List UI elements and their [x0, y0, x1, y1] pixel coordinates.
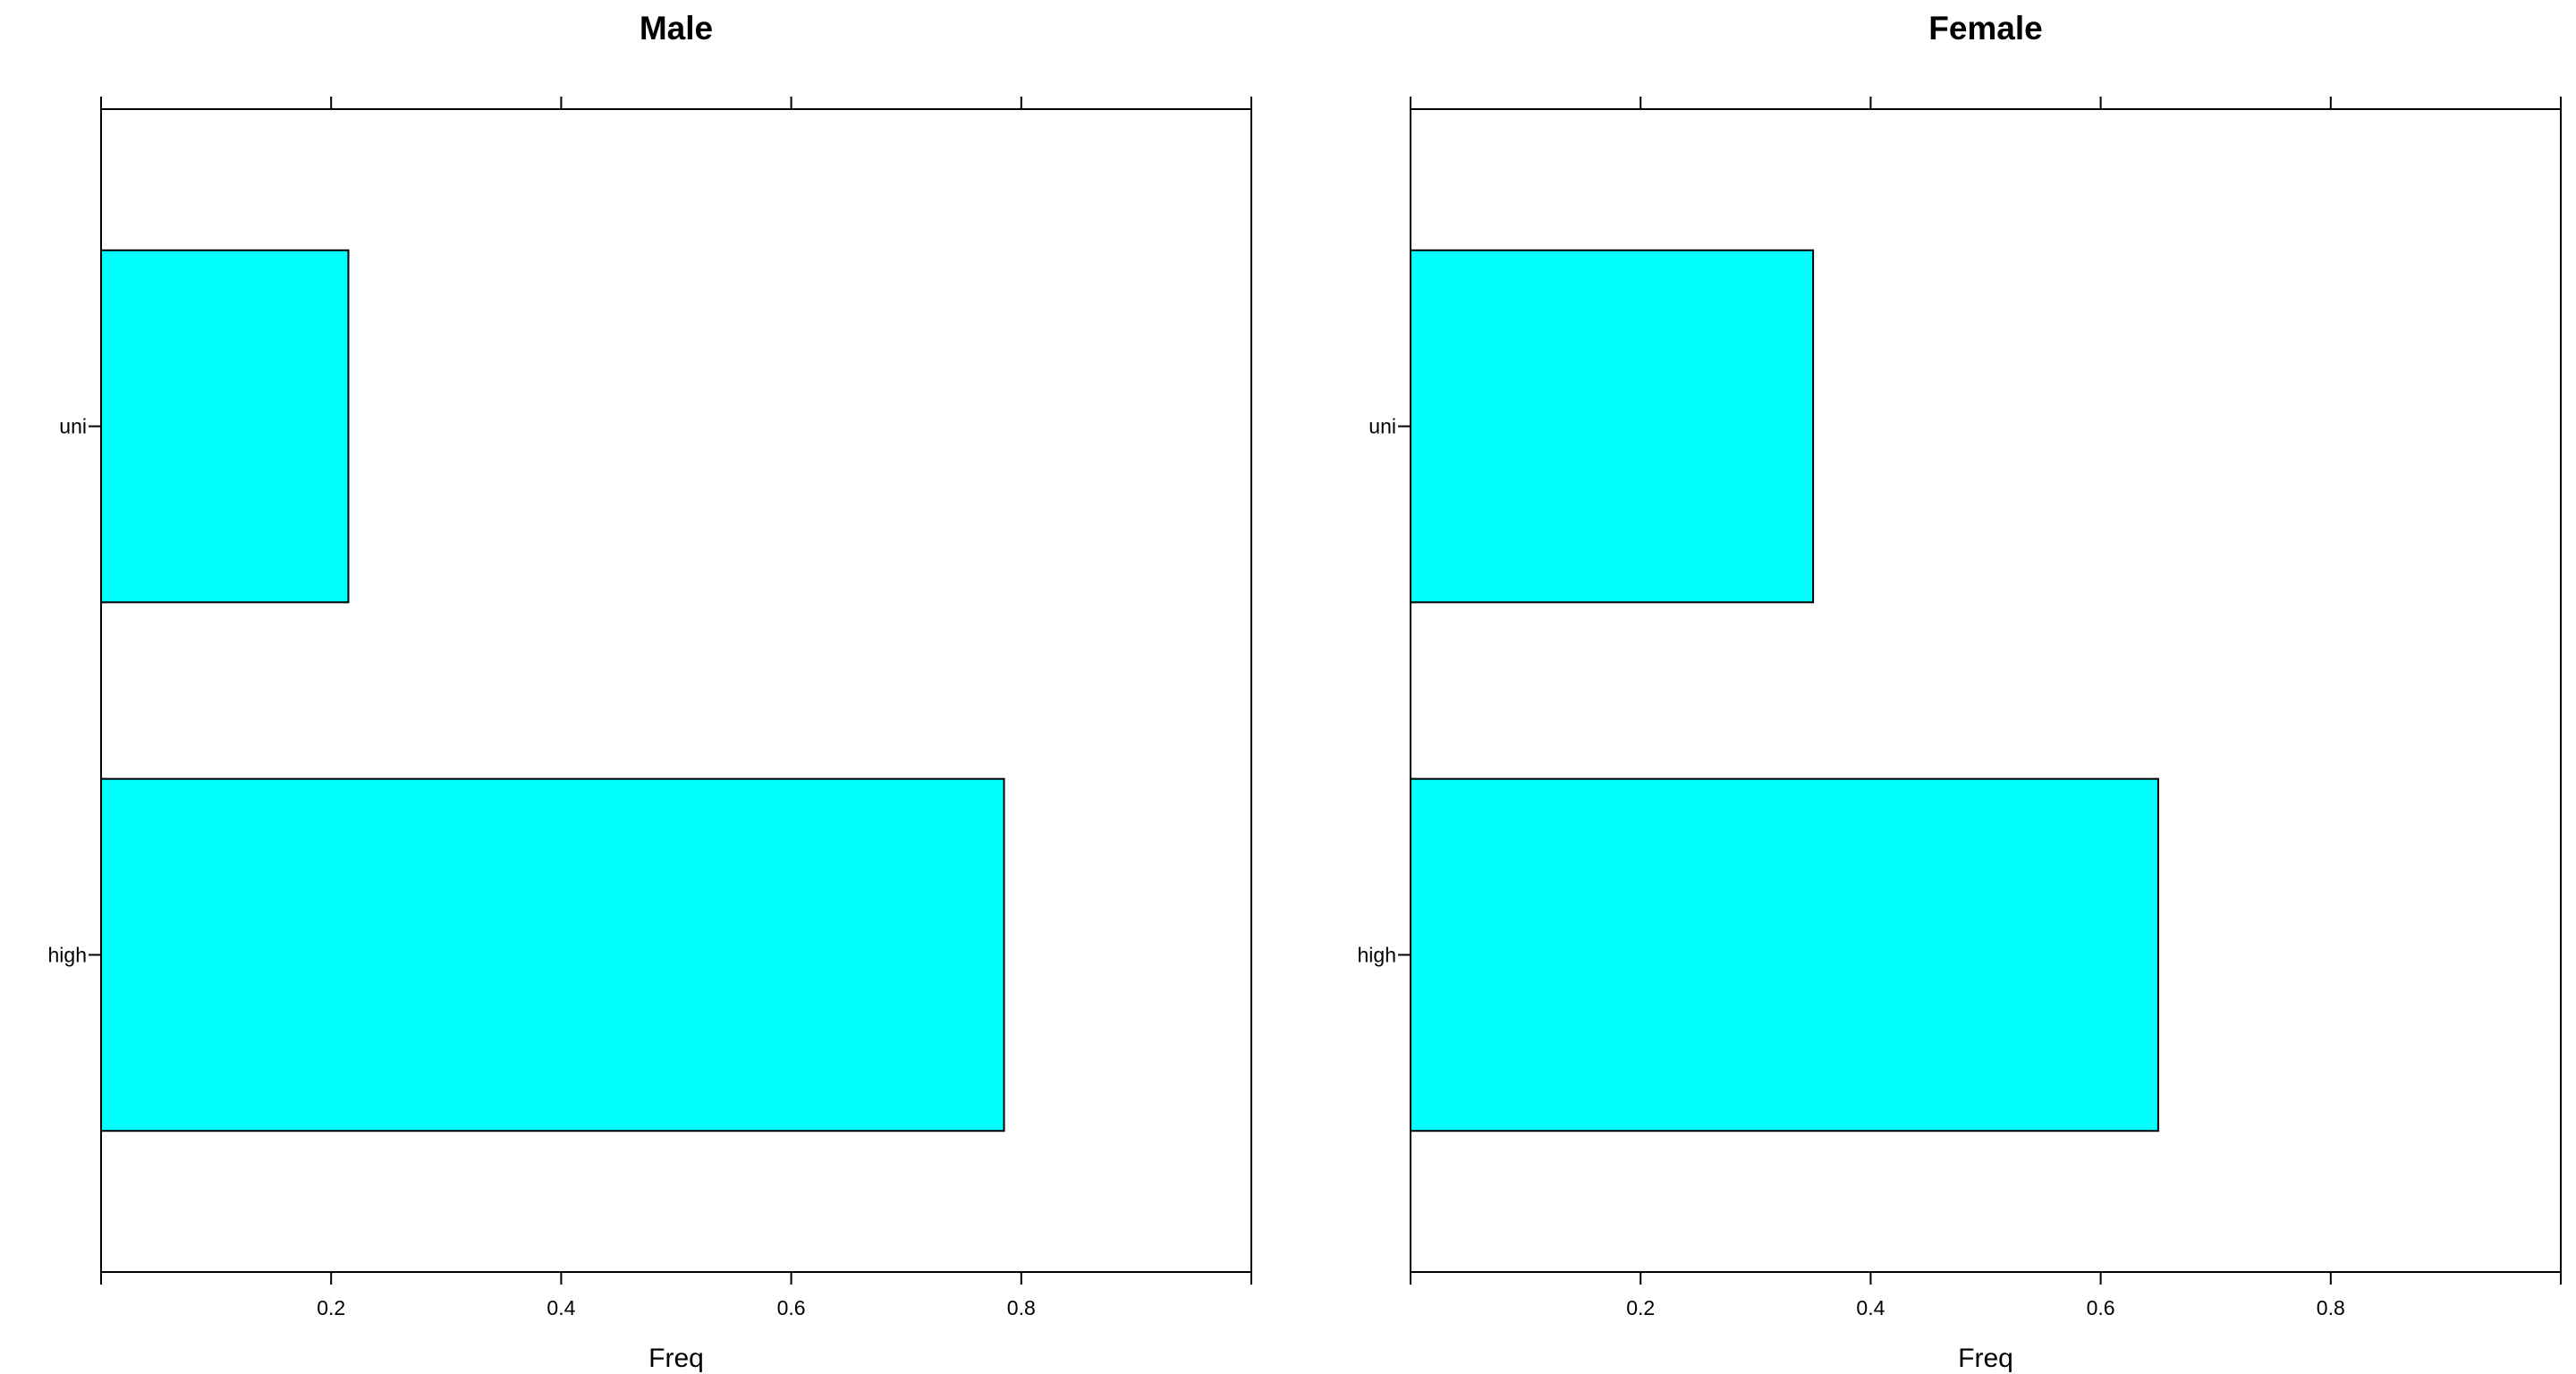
x-tick-label: 0.8: [2317, 1296, 2345, 1319]
panel-title: Male: [640, 10, 713, 47]
y-tick-label-uni: uni: [59, 415, 87, 438]
x-tick-label: 0.2: [317, 1296, 345, 1319]
x-tick-label: 0.4: [1856, 1296, 1885, 1319]
x-tick-label: 0.2: [1626, 1296, 1655, 1319]
y-tick-label-uni: uni: [1368, 415, 1396, 438]
plot-frame: [1410, 108, 2562, 1273]
x-tick-label: 0.8: [1007, 1296, 1036, 1319]
panel-male: 0.2 0.4 0.6 0.8 high uni Male Freq: [48, 10, 1252, 1373]
bar-high: [100, 777, 1005, 1132]
panel-female: 0.2 0.4 0.6 0.8 high uni Female Freq: [1358, 10, 2562, 1373]
bar-uni: [100, 249, 350, 604]
y-tick-label-high: high: [48, 943, 87, 966]
y-tick-label-high: high: [1358, 943, 1396, 966]
panel-title: Female: [1928, 10, 2043, 47]
x-tick-label: 0.6: [777, 1296, 806, 1319]
bar-uni: [1410, 249, 1815, 604]
x-tick-label: 0.4: [547, 1296, 575, 1319]
bar-high: [1410, 777, 2159, 1132]
x-tick-label: 0.6: [2087, 1296, 2115, 1319]
plot-frame: [100, 108, 1252, 1273]
x-axis-label: Freq: [648, 1344, 704, 1373]
x-axis-label: Freq: [1958, 1344, 2013, 1373]
